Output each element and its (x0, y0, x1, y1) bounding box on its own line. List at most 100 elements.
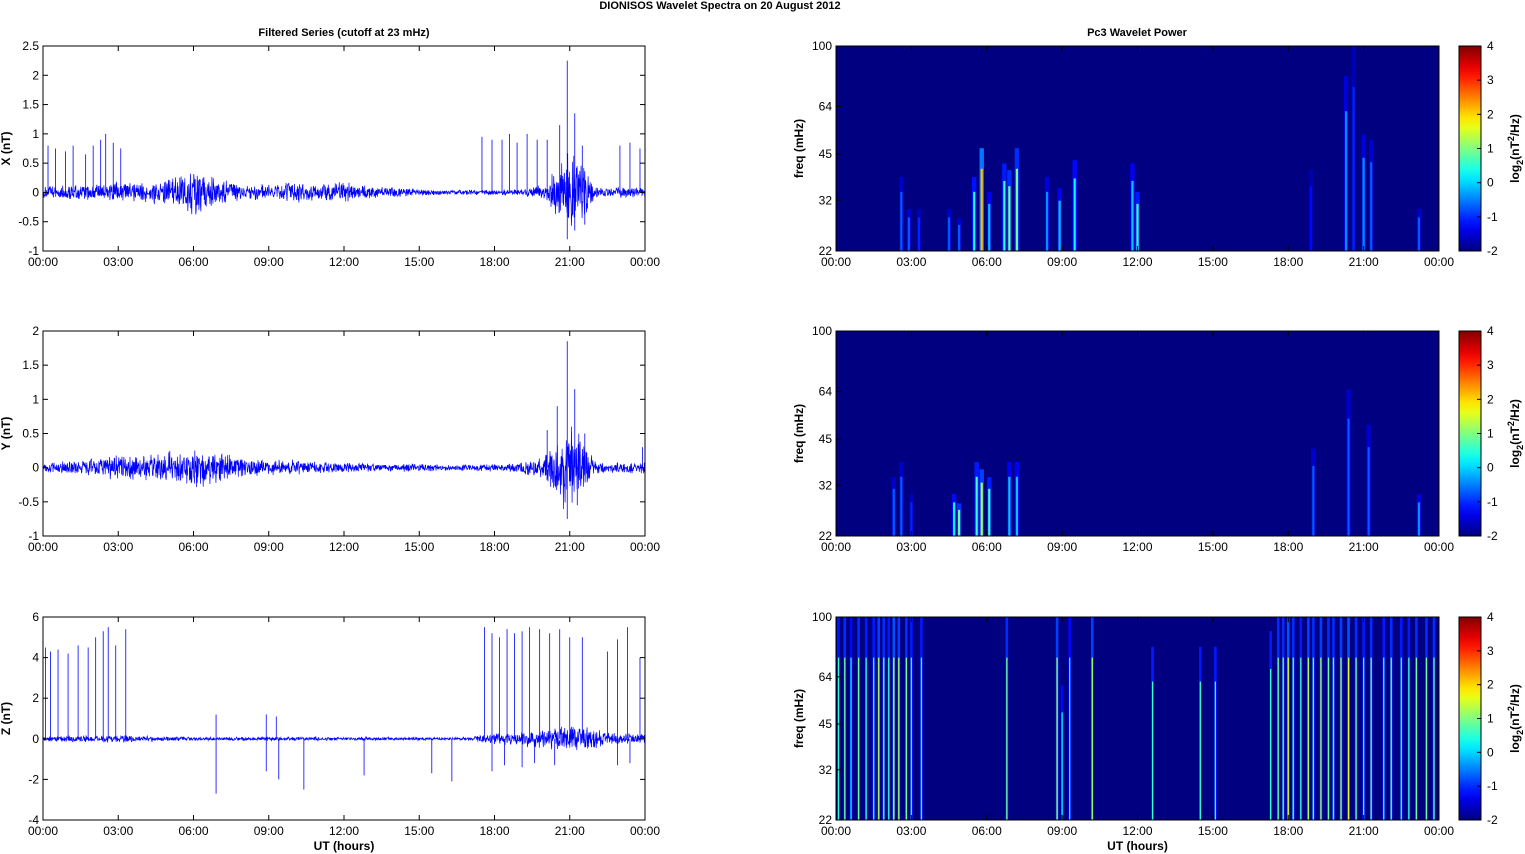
power-burst-core (907, 217, 910, 251)
x-tick-label: 00:00 (1424, 540, 1454, 554)
power-burst-core (988, 203, 991, 251)
x-tick-label: 12:00 (329, 540, 359, 554)
x-tick-label: 12:00 (1122, 255, 1152, 269)
x-tick-label: 06:00 (178, 255, 208, 269)
power-stripe-core (1327, 657, 1330, 820)
power-burst-core (1352, 87, 1355, 251)
heatmap-background (836, 617, 1439, 820)
y-tick-label: 0 (32, 461, 39, 475)
x-tick-label: 09:00 (254, 255, 284, 269)
x-tick-label: 03:00 (103, 255, 133, 269)
x-tick-label: 21:00 (555, 255, 585, 269)
x-tick-label: 21:00 (1349, 824, 1379, 838)
power-burst-core (1417, 502, 1420, 536)
colorbar-label-part: /Hz) (1508, 399, 1522, 421)
power-burst-core (1370, 162, 1373, 251)
colorbar-label-part: 2 (1515, 160, 1525, 165)
y-tick-label: 45 (819, 432, 833, 446)
power-stripe-core (1400, 657, 1402, 820)
power-stripe-core (1307, 657, 1309, 820)
y-tick-label: 22 (819, 529, 833, 543)
x-tick-label: 00:00 (1424, 824, 1454, 838)
x-tick-label: 09:00 (1047, 255, 1077, 269)
plot-area (43, 46, 645, 251)
power-stripe-core (1270, 668, 1272, 820)
power-burst-core (980, 482, 983, 536)
power-stripe-core (888, 657, 890, 820)
colorbar-tick-label: 3 (1487, 358, 1494, 372)
power-burst-core (947, 217, 951, 251)
power-burst-core (975, 476, 978, 536)
plot-area (43, 331, 645, 536)
x-tick-label: 00:00 (821, 255, 851, 269)
colorbar-tick-label: 1 (1487, 712, 1494, 726)
x-tick-label: 21:00 (1349, 540, 1379, 554)
power-stripe-core (1069, 657, 1071, 820)
power-burst-core (900, 191, 903, 251)
x-tick-label: 06:00 (972, 824, 1002, 838)
colorbar-tick-label: -1 (1487, 495, 1498, 509)
x-tick-label: 03:00 (103, 540, 133, 554)
x-tick-label: 03:00 (103, 824, 133, 838)
y-tick-label: 2.5 (22, 39, 39, 53)
power-burst-core (1003, 180, 1006, 251)
power-stripe-core (1415, 657, 1418, 820)
power-burst-core (1015, 168, 1018, 251)
power-burst-core (900, 476, 903, 536)
power-stripe-core (1300, 657, 1302, 820)
y-tick-label: -0.5 (18, 495, 39, 509)
power-burst-core (973, 191, 976, 251)
power-burst-core (917, 217, 921, 251)
power-burst-core (980, 168, 983, 251)
colorbar-tick-label: 4 (1487, 39, 1494, 53)
power-burst-core (1073, 178, 1076, 251)
colorbar-tick-label: -2 (1487, 529, 1498, 543)
power-stripe-core (1340, 657, 1342, 820)
y-tick-label: 64 (819, 670, 833, 684)
x-tick-label: 12:00 (1122, 540, 1152, 554)
x-tick-label: 03:00 (896, 255, 926, 269)
x-tick-label: 15:00 (1198, 824, 1228, 838)
power-burst-core (1417, 217, 1420, 251)
power-stripe-core (857, 657, 860, 820)
y-tick-label: 2 (32, 324, 39, 338)
y-tick-label: 4 (32, 651, 39, 665)
power-burst-core (1045, 191, 1049, 251)
y-tick-label: 2 (32, 691, 39, 705)
power-burst-core (1008, 186, 1011, 251)
power-stripe-core (1332, 657, 1335, 820)
x-tick-label: 06:00 (178, 824, 208, 838)
power-stripe-core (1347, 657, 1350, 820)
x-tick-label: 15:00 (404, 540, 434, 554)
x-tick-label: 09:00 (1047, 540, 1077, 554)
colorbar-label-part: log (1508, 165, 1522, 183)
y-tick-label: -1 (28, 244, 39, 258)
colorbar-label-part: /Hz) (1508, 684, 1522, 706)
colorbar-label-part: 2 (1515, 730, 1525, 735)
y-tick-label: 64 (819, 99, 833, 113)
x-tick-label: 18:00 (1273, 540, 1303, 554)
x-tick-label: 00:00 (28, 824, 58, 838)
power-stripe-core (865, 657, 867, 820)
y-axis-label: freq (mHz) (792, 119, 806, 178)
power-burst-core (1131, 180, 1134, 251)
power-burst-core (1312, 465, 1315, 536)
colorbar-tick-label: -1 (1487, 779, 1498, 793)
x-tick-label: 12:00 (329, 824, 359, 838)
power-burst-core (1367, 447, 1370, 536)
power-stripe-core (1408, 657, 1410, 820)
y-tick-label: 22 (819, 244, 833, 258)
power-stripe-core (1292, 657, 1294, 820)
x-axis-label: UT (hours) (314, 839, 375, 853)
x-tick-label: 00:00 (630, 255, 660, 269)
x-tick-label: 18:00 (479, 824, 509, 838)
series-panel-2: -4 -2 0 2 4 6 Z (nT) 00:00 03:00 06:00 09:00 12:00 1… (0, 610, 660, 853)
y-tick-label: 64 (819, 384, 833, 398)
power-burst-core (892, 488, 895, 536)
x-tick-label: 18:00 (1273, 255, 1303, 269)
x-tick-label: 03:00 (896, 824, 926, 838)
colorbar-tick-label: 1 (1487, 427, 1494, 441)
power-stripe-core (1091, 657, 1093, 820)
colorbar-tick-label: 0 (1487, 461, 1494, 475)
